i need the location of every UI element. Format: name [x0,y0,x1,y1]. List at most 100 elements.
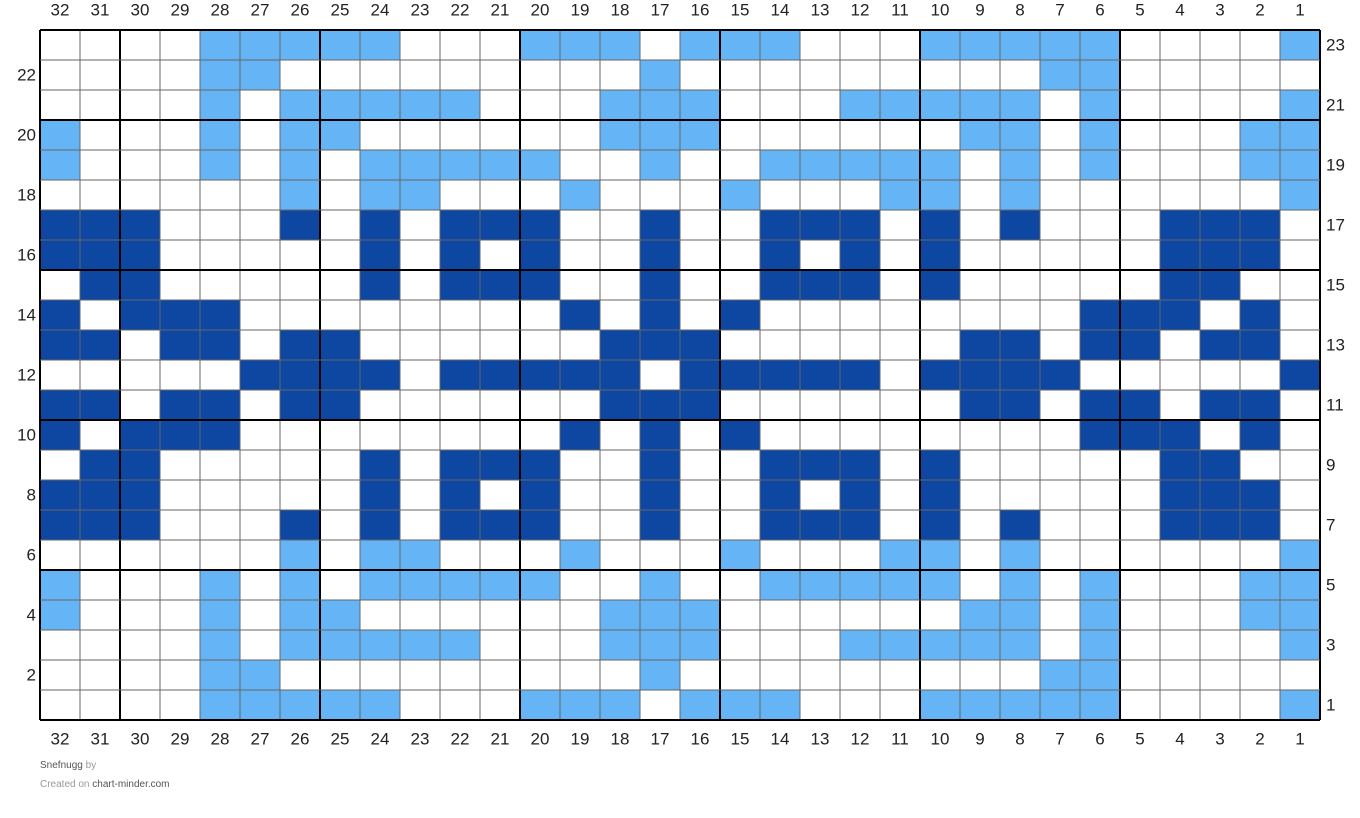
cell [680,540,720,570]
cell [280,480,320,510]
column-number: 8 [1015,0,1024,19]
cell [120,390,160,420]
cell [600,390,640,420]
cell [1280,360,1320,390]
cell [1280,210,1320,240]
cell [1240,510,1280,540]
cell [440,60,480,90]
cell [160,180,200,210]
column-number: 11 [891,729,909,748]
cell [560,180,600,210]
cell [1080,30,1120,60]
cell [1240,480,1280,510]
cell [560,660,600,690]
cell [920,240,960,270]
column-number: 1 [1295,0,1304,19]
cell [1040,600,1080,630]
cell [1240,390,1280,420]
cell [680,270,720,300]
cell [1240,90,1280,120]
cell [1040,390,1080,420]
cell [160,540,200,570]
cell [1160,570,1200,600]
cell [1200,630,1240,660]
cell [520,240,560,270]
cell [720,570,760,600]
cell [400,180,440,210]
cell [280,450,320,480]
cell [1040,90,1080,120]
cell [1160,360,1200,390]
cell [320,30,360,60]
cell [760,540,800,570]
cell [40,420,80,450]
cell [600,660,640,690]
cell [120,30,160,60]
cell [640,600,680,630]
cell [1200,180,1240,210]
row-number: 19 [1326,155,1345,174]
cell [440,660,480,690]
cell [320,420,360,450]
cell [240,180,280,210]
cell [1240,240,1280,270]
cell [1000,450,1040,480]
cell [880,180,920,210]
cell [720,660,760,690]
cell [840,600,880,630]
cell [880,570,920,600]
cell [80,570,120,600]
cell [920,330,960,360]
cell [360,450,400,480]
cell [800,240,840,270]
cell [1200,390,1240,420]
cell [960,180,1000,210]
cell [200,30,240,60]
cell [1160,270,1200,300]
cell [1200,90,1240,120]
column-number: 7 [1055,0,1064,19]
cell [1200,510,1240,540]
cell [80,480,120,510]
cell [360,30,400,60]
cell [960,210,1000,240]
cell [360,600,400,630]
cell [560,450,600,480]
cell [1160,600,1200,630]
cell [720,480,760,510]
cell [320,690,360,720]
cell [1120,60,1160,90]
cell [1120,570,1160,600]
column-number: 8 [1015,729,1024,748]
cell [1160,690,1200,720]
cell [880,330,920,360]
row-number: 18 [17,185,36,204]
cell [680,420,720,450]
cell [880,270,920,300]
cell [760,510,800,540]
cell [1040,540,1080,570]
cell [80,330,120,360]
cell [600,300,640,330]
cell [1160,510,1200,540]
cell [1040,480,1080,510]
cell [760,210,800,240]
cell [520,540,560,570]
cell [160,390,200,420]
cell [600,600,640,630]
cell [920,90,960,120]
cell [40,180,80,210]
cell [1160,180,1200,210]
cell [880,60,920,90]
cell [560,690,600,720]
cell [240,510,280,540]
cell [200,90,240,120]
cell [1120,90,1160,120]
cell [1080,540,1120,570]
column-number: 31 [91,0,110,19]
cell [1200,360,1240,390]
cell [320,300,360,330]
column-number: 15 [731,0,750,19]
cell [1280,690,1320,720]
cell [400,90,440,120]
